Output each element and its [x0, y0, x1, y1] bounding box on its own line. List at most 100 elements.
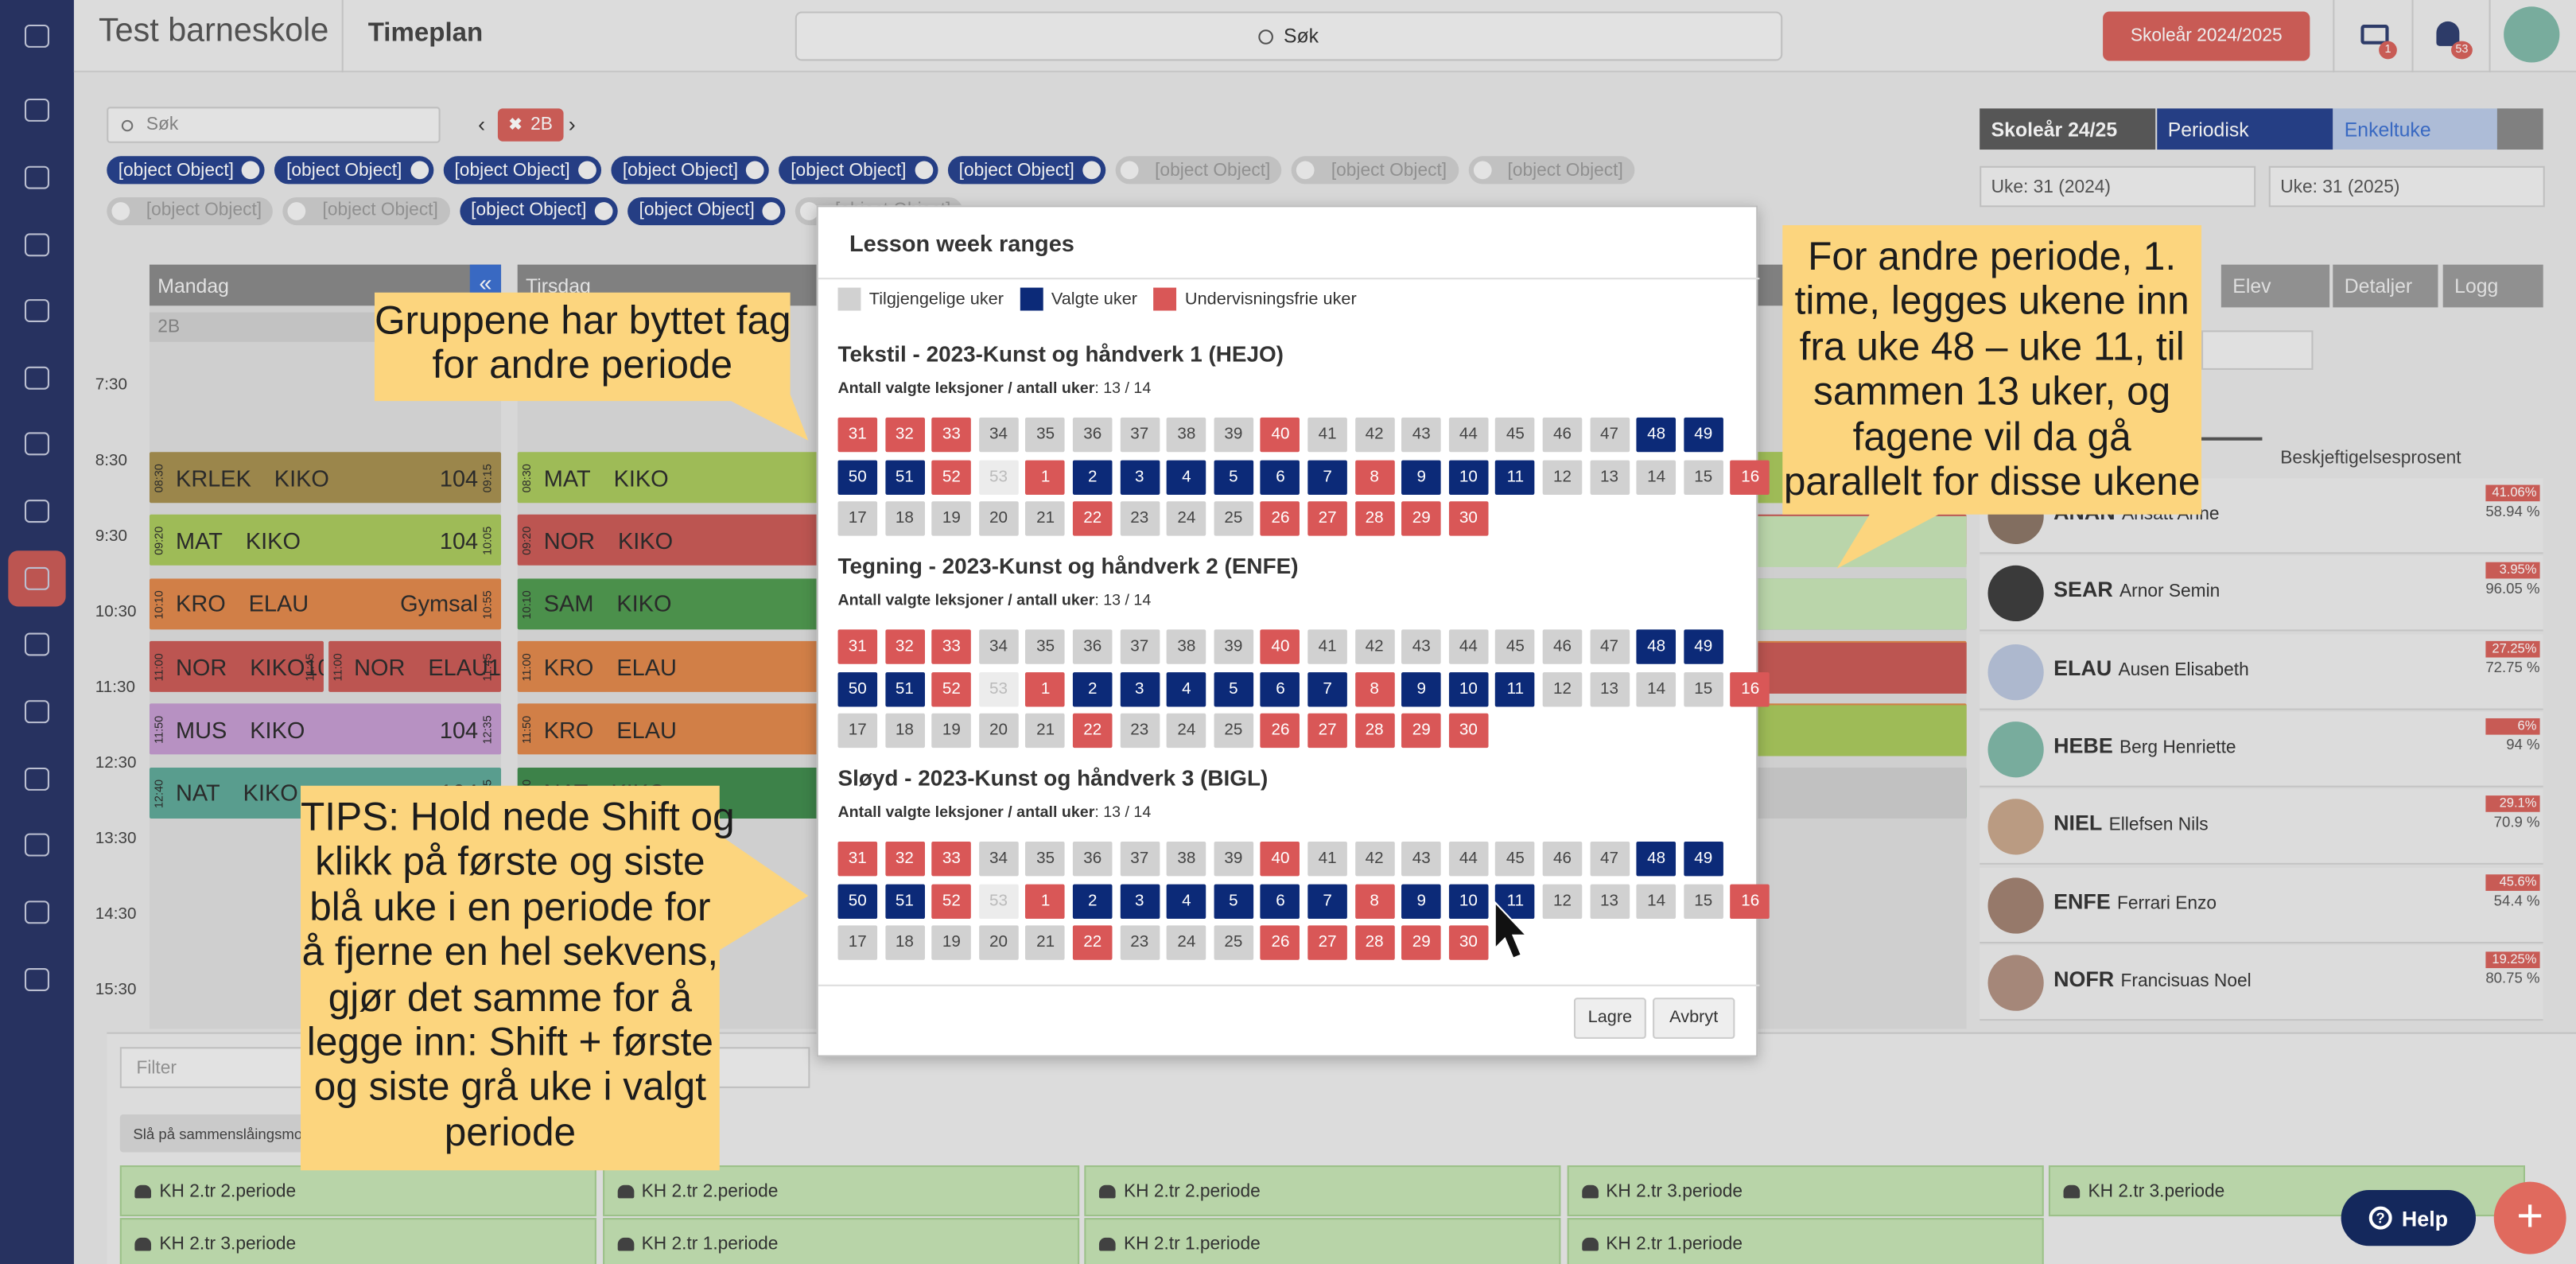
week-box[interactable]: 14 [1636, 883, 1677, 919]
week-box[interactable]: 26 [1261, 714, 1300, 749]
week-box[interactable]: 23 [1119, 501, 1160, 537]
week-box[interactable]: 13 [1589, 883, 1630, 919]
week-box[interactable]: 42 [1354, 417, 1394, 453]
week-box[interactable]: 39 [1214, 629, 1253, 664]
sidebar-icon[interactable] [24, 700, 49, 724]
week-box[interactable]: 30 [1448, 501, 1489, 537]
avatar[interactable] [2504, 6, 2560, 63]
sidebar-icon[interactable] [24, 632, 49, 656]
sidebar-icon[interactable] [24, 566, 49, 590]
week-box[interactable]: 2 [1072, 671, 1113, 706]
week-box[interactable]: 15 [1683, 459, 1723, 495]
week-box[interactable]: 17 [837, 714, 878, 749]
week-box[interactable]: 36 [1072, 841, 1113, 877]
filter-chip[interactable]: [object Object] [274, 156, 433, 185]
week-box[interactable]: 8 [1354, 883, 1394, 919]
week-box[interactable]: 28 [1354, 501, 1394, 537]
week-box[interactable]: 3 [1119, 671, 1160, 706]
period-tab[interactable]: Skoleår 24/25 [1980, 108, 2156, 150]
week-box[interactable]: 38 [1167, 841, 1206, 877]
filter-chip[interactable]: [object Object] [627, 196, 787, 225]
week-box[interactable]: 16 [1730, 883, 1770, 919]
week-box[interactable]: 6 [1261, 883, 1300, 919]
week-box[interactable]: 41 [1307, 841, 1347, 877]
week-box[interactable]: 4 [1167, 459, 1206, 495]
sidebar-icon[interactable] [24, 98, 49, 122]
week-box[interactable]: 4 [1167, 671, 1206, 706]
week-box[interactable]: 32 [884, 841, 925, 877]
week-box[interactable]: 52 [931, 883, 972, 919]
week-box[interactable]: 21 [1025, 501, 1066, 537]
week-box[interactable]: 47 [1589, 417, 1630, 453]
sidebar-icon[interactable] [24, 767, 49, 791]
week-box[interactable]: 21 [1025, 925, 1066, 961]
staff-row[interactable]: NIEL Ellefsen Nils 29.1% 70.9 % [1980, 789, 2543, 865]
week-box[interactable]: 30 [1448, 714, 1489, 749]
week-box[interactable]: 45 [1495, 629, 1536, 664]
week-box[interactable]: 28 [1354, 925, 1394, 961]
week-box[interactable]: 52 [931, 459, 972, 495]
detail-tab[interactable]: Elev [2220, 264, 2330, 308]
grid-button[interactable] [2496, 108, 2543, 150]
week-box[interactable]: 36 [1072, 417, 1113, 453]
week-box[interactable]: 29 [1401, 501, 1442, 537]
week-box[interactable]: 7 [1307, 459, 1347, 495]
staff-row[interactable]: SEAR Arnor Semin 3.95% 96.05 % [1980, 556, 2543, 632]
week-box[interactable]: 46 [1542, 417, 1583, 453]
filter-chip[interactable]: [object Object] [1115, 156, 1282, 185]
staff-row[interactable]: NOFR Francisuas Noel 19.25% 80.75 % [1980, 944, 2543, 1021]
filter-chip[interactable]: [object Object] [1292, 156, 1459, 185]
week-box[interactable]: 31 [837, 629, 878, 664]
detail-tab[interactable]: Logg [2442, 264, 2543, 308]
week-box[interactable]: 48 [1636, 629, 1677, 664]
week-box[interactable]: 18 [884, 925, 925, 961]
week-box[interactable]: 47 [1589, 629, 1630, 664]
week-box[interactable]: 52 [931, 671, 972, 706]
group-card[interactable]: KH 2.tr 1.periode [1084, 1218, 1561, 1264]
week-box[interactable]: 5 [1214, 459, 1253, 495]
week-box[interactable]: 43 [1401, 841, 1442, 877]
week-box[interactable]: 3 [1119, 883, 1160, 919]
cancel-button[interactable]: Avbryt [1653, 998, 1735, 1039]
week-box[interactable]: 36 [1072, 629, 1113, 664]
week-box[interactable]: 18 [884, 714, 925, 749]
week-box[interactable]: 24 [1167, 714, 1206, 749]
group-card[interactable]: KH 2.tr 3.periode [119, 1218, 596, 1264]
week-box[interactable]: 13 [1589, 671, 1630, 706]
week-box[interactable]: 5 [1214, 671, 1253, 706]
week-box[interactable]: 32 [884, 417, 925, 453]
week-box[interactable]: 51 [884, 459, 925, 495]
week-box[interactable]: 17 [837, 501, 878, 537]
week-box[interactable]: 19 [931, 925, 972, 961]
week-box[interactable]: 51 [884, 883, 925, 919]
sidebar-icon[interactable] [24, 968, 49, 991]
week-box[interactable]: 24 [1167, 925, 1206, 961]
week-box[interactable]: 17 [837, 925, 878, 961]
week-box[interactable]: 34 [978, 417, 1019, 453]
lesson[interactable]: 11:50 12:35 MUS KIKO 104 [149, 704, 502, 756]
week-box[interactable]: 37 [1119, 841, 1160, 877]
week-box[interactable]: 12 [1542, 883, 1583, 919]
week-box[interactable]: 23 [1119, 925, 1160, 961]
week-box[interactable]: 33 [931, 629, 972, 664]
sidebar-icon[interactable] [24, 900, 49, 924]
week-box[interactable]: 26 [1261, 925, 1300, 961]
week-box[interactable]: 22 [1072, 925, 1113, 961]
week-box[interactable]: 31 [837, 841, 878, 877]
week-box[interactable]: 22 [1072, 714, 1113, 749]
add-button[interactable]: + [2493, 1181, 2566, 1254]
week-box[interactable]: 40 [1261, 417, 1300, 453]
week-box[interactable]: 18 [884, 501, 925, 537]
week-box[interactable]: 14 [1636, 671, 1677, 706]
group-tag[interactable]: ✖ 2B [497, 108, 564, 142]
week-box[interactable]: 37 [1119, 417, 1160, 453]
sidebar-icon[interactable] [24, 500, 49, 523]
week-box[interactable]: 43 [1401, 417, 1442, 453]
mail-icon[interactable] [2360, 24, 2389, 45]
week-box[interactable]: 51 [884, 671, 925, 706]
week-box[interactable]: 34 [978, 841, 1019, 877]
week-box[interactable]: 19 [931, 714, 972, 749]
sidebar-icon[interactable] [24, 24, 49, 48]
week-box[interactable]: 6 [1261, 459, 1300, 495]
week-box[interactable]: 46 [1542, 629, 1583, 664]
